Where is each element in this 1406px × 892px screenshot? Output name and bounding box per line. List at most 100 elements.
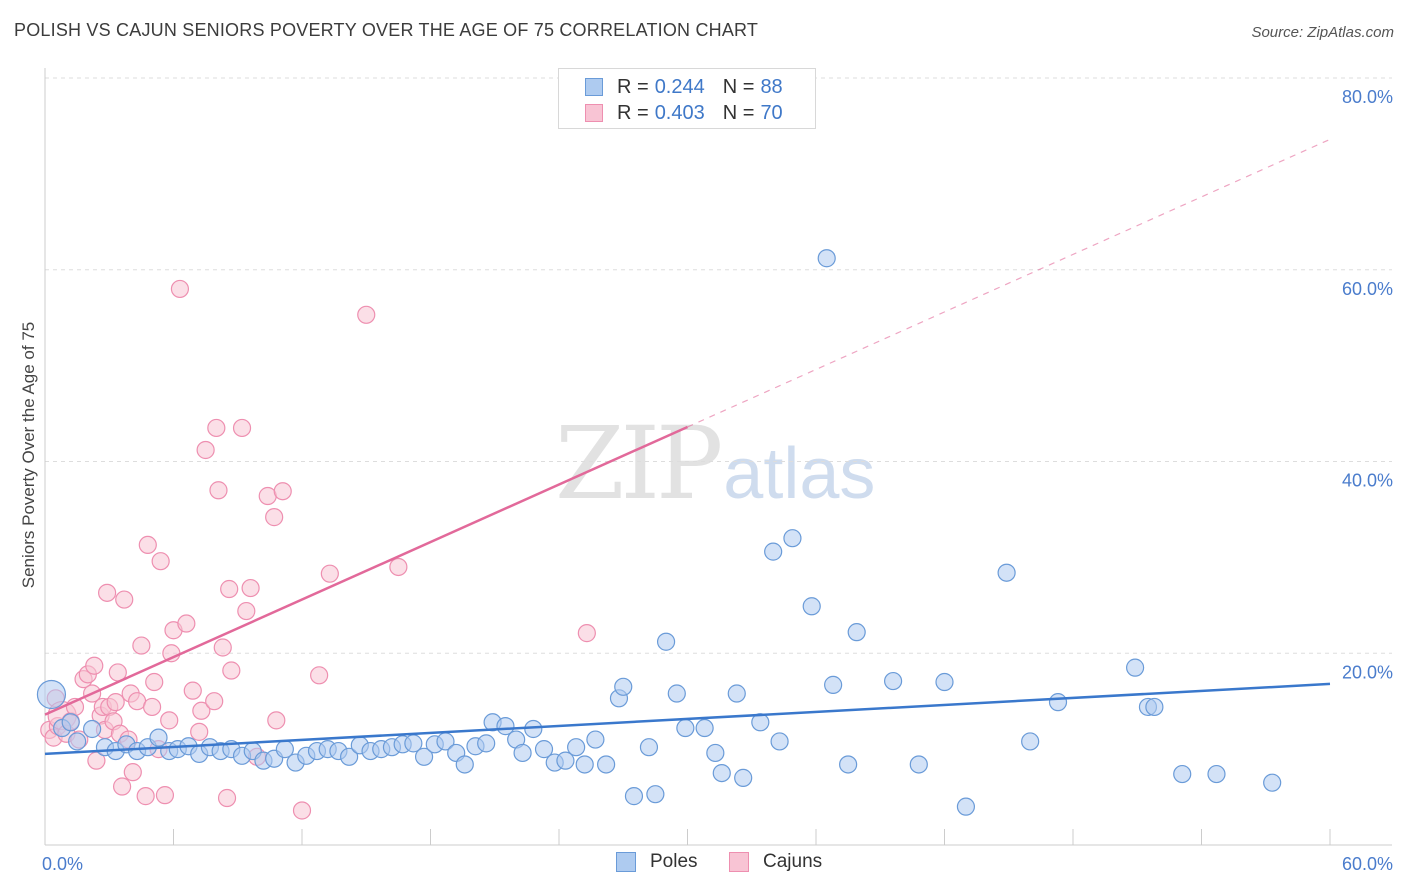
series-label-cajuns: Cajuns xyxy=(763,851,823,872)
cajuns-point xyxy=(155,786,175,805)
poles-point xyxy=(149,728,168,747)
cajuns-point xyxy=(145,672,164,692)
legend-n-label: N = xyxy=(722,75,755,98)
poles-point xyxy=(909,755,928,774)
cajuns-point xyxy=(98,583,117,602)
poles-point xyxy=(824,675,843,694)
poles-point xyxy=(1126,658,1145,677)
poles-point xyxy=(556,751,575,770)
poles-point xyxy=(36,679,67,710)
poles-point xyxy=(817,249,836,268)
poles-point xyxy=(997,563,1016,582)
cajuns-point xyxy=(292,801,312,820)
poles-point xyxy=(68,732,87,751)
cajuns-point xyxy=(357,305,376,324)
poles-point xyxy=(614,677,633,696)
series-swatch-poles xyxy=(616,852,636,872)
cajuns-point xyxy=(123,763,142,782)
legend-r-value: 0.244 xyxy=(654,75,705,98)
series-legend-cajuns: Cajuns xyxy=(729,851,822,873)
poles-point xyxy=(646,785,665,804)
axis-layer xyxy=(44,68,1392,846)
series-legend-poles: Poles xyxy=(616,851,698,873)
legend-r-label: R = xyxy=(617,75,649,98)
poles-point xyxy=(667,684,686,703)
poles-point xyxy=(935,672,954,692)
legend-row-poles: R = 0.244 N = 88 xyxy=(585,75,783,99)
cajuns-point xyxy=(136,787,155,806)
poles-point xyxy=(1263,773,1282,792)
cajuns-point xyxy=(115,590,134,609)
cajuns-point xyxy=(258,486,277,506)
poles-point xyxy=(496,717,515,736)
poles-point xyxy=(676,718,695,738)
cajuns-point xyxy=(577,624,596,643)
poles-point xyxy=(706,743,725,763)
poles-point xyxy=(1021,732,1040,751)
poles-point xyxy=(83,719,102,739)
cajuns-point xyxy=(213,638,232,657)
poles-point xyxy=(567,738,586,757)
cajuns-point xyxy=(232,418,252,438)
cajuns-point xyxy=(112,777,132,796)
cajuns-point xyxy=(177,614,196,633)
watermark-atlas: atlas xyxy=(723,434,876,514)
cajuns-point xyxy=(209,481,228,500)
y-tick-label: 40.0% xyxy=(1342,471,1393,491)
legend-n-value: 70 xyxy=(760,101,783,124)
poles-point xyxy=(764,542,783,561)
watermark-zip: ZIP xyxy=(555,405,723,522)
poles-point xyxy=(712,763,731,783)
poles-point xyxy=(956,797,976,816)
cajuns-point xyxy=(85,656,104,675)
cajuns-point xyxy=(106,693,125,712)
cajuns-point xyxy=(170,279,190,299)
poles-point xyxy=(847,623,866,642)
poles-point xyxy=(727,684,746,703)
poles-point xyxy=(477,734,496,753)
cajuns-point xyxy=(222,661,241,680)
grid-layer xyxy=(45,77,1392,654)
legend-r-label: R = xyxy=(617,101,649,124)
cajuns-point xyxy=(267,711,286,730)
cajuns-point xyxy=(132,636,151,655)
chart-title: POLISH VS CAJUN SENIORS POVERTY OVER THE… xyxy=(14,20,759,40)
legend-swatch-poles xyxy=(585,78,603,96)
cajuns-point xyxy=(196,440,215,460)
correlation-legend: R = 0.244 N = 88 R = 0.403 N = 70 xyxy=(558,68,816,129)
cajuns-trend-extension xyxy=(687,138,1331,428)
cajuns-point xyxy=(151,552,170,571)
cajuns-point xyxy=(160,711,179,730)
poles-point xyxy=(340,747,359,766)
cajuns-point xyxy=(192,701,211,720)
poles-point xyxy=(597,755,616,774)
poles-point xyxy=(624,787,644,806)
series-legend: Poles Cajuns xyxy=(0,851,1406,879)
source-label: Source: ZipAtlas.com xyxy=(1251,24,1394,41)
points-layer xyxy=(36,249,1282,820)
tick-layer: 20.0% 40.0% 60.0% 80.0% 0.0% 60.0% xyxy=(42,87,1393,874)
poles-point xyxy=(639,738,659,757)
cajuns-point xyxy=(320,564,339,583)
poles-point xyxy=(1145,697,1164,717)
poles-point xyxy=(513,743,532,763)
poles-point xyxy=(770,732,789,751)
cajuns-point xyxy=(207,418,226,438)
cajuns-point xyxy=(241,578,260,598)
cajuns-point xyxy=(183,681,202,700)
poles-point xyxy=(783,529,802,548)
watermark: ZIPatlas xyxy=(555,405,875,522)
x-tick-label: 0.0% xyxy=(42,854,83,874)
cajuns-point xyxy=(273,482,292,501)
y-tick-label: 60.0% xyxy=(1342,279,1393,299)
cajuns-point xyxy=(220,579,239,599)
poles-trend-line xyxy=(44,682,1331,756)
legend-swatch-cajuns xyxy=(585,104,603,122)
poles-point xyxy=(575,755,594,774)
poles-point xyxy=(695,718,714,738)
poles-point xyxy=(1048,693,1068,712)
series-swatch-cajuns xyxy=(729,852,749,872)
trend-layer xyxy=(44,138,1331,756)
cajuns-point xyxy=(205,692,224,711)
legend-n-label: N = xyxy=(722,101,755,124)
